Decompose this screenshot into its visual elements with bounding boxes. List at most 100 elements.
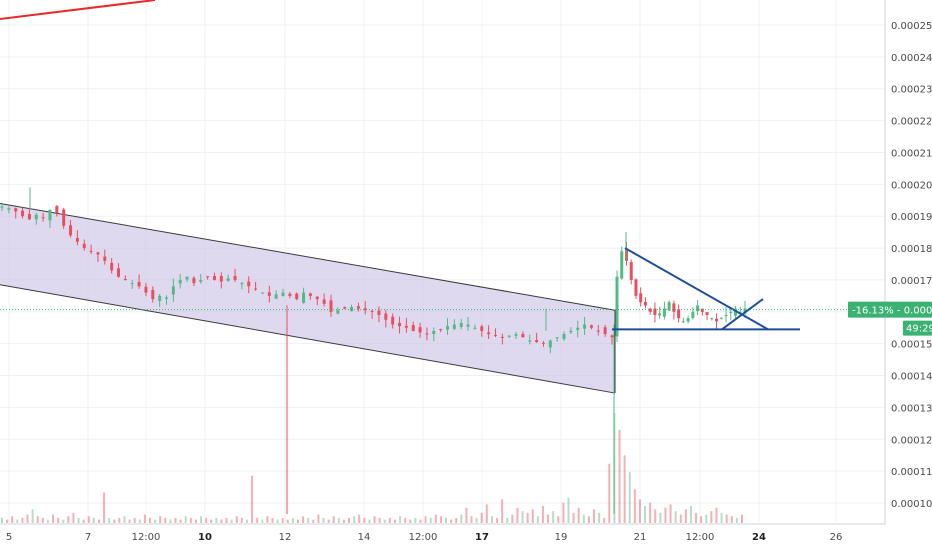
volume-bar <box>220 519 223 523</box>
time-tick-label: 12:00 <box>409 532 438 543</box>
volume-bar <box>598 512 601 523</box>
candle-body <box>48 209 52 221</box>
candle-body <box>274 294 278 299</box>
volume-bar <box>455 517 458 523</box>
candle-body <box>648 308 652 312</box>
volume-bar <box>307 517 310 523</box>
candle-body <box>55 206 59 214</box>
candle-body <box>7 208 11 210</box>
candle-body <box>596 330 600 332</box>
volume-bar <box>154 519 157 523</box>
volume-bar <box>143 514 146 523</box>
candle-body <box>583 324 587 329</box>
time-tick-label: 12:00 <box>132 532 161 543</box>
price-tick-label: 0.0001700 <box>891 276 932 287</box>
breakout-line <box>721 298 764 331</box>
candle-body <box>62 209 66 226</box>
annotations <box>0 0 885 331</box>
volume-bar <box>312 519 315 523</box>
volume-bar <box>230 519 233 523</box>
candle-body <box>391 316 395 325</box>
candle-body <box>377 310 381 315</box>
time-tick-label: 12 <box>279 532 292 543</box>
volume-bar <box>373 516 376 523</box>
candle-body <box>589 325 593 328</box>
candle-body <box>14 208 18 212</box>
volume-bar <box>526 512 529 523</box>
volume-bar <box>388 517 391 523</box>
volume-bar <box>276 519 279 523</box>
candle-body <box>672 303 676 312</box>
candle-body <box>418 327 422 333</box>
candle-body <box>281 292 285 297</box>
candle-body <box>493 334 497 336</box>
volume-bar <box>113 519 116 523</box>
volume-bar <box>256 517 259 523</box>
candle-body <box>548 340 552 348</box>
volume-bar <box>557 516 560 523</box>
volume-bar <box>123 516 126 523</box>
candle-body <box>743 308 747 314</box>
volume-bar <box>700 516 703 523</box>
volume-bar <box>383 519 386 523</box>
volume-bar <box>562 502 565 523</box>
volume-bar <box>465 507 468 523</box>
volume-bar <box>251 475 254 523</box>
candle-body <box>569 330 573 333</box>
candle-body <box>696 305 700 312</box>
price-tick-label: 0.0001400 <box>891 372 932 383</box>
volume-bar <box>552 511 555 523</box>
candle-body <box>576 327 580 330</box>
volume-bar <box>679 514 682 523</box>
volume-bar <box>327 519 330 523</box>
volume-bar <box>26 514 29 523</box>
volume-bar <box>735 517 738 523</box>
volume-bar <box>11 516 14 523</box>
volume-bar <box>485 504 488 523</box>
price-tick-label: 0.0002500 <box>891 21 932 32</box>
volume-bar <box>128 519 131 523</box>
candle-body <box>521 334 525 338</box>
volume-bar <box>72 512 75 523</box>
volume-bar <box>480 512 483 523</box>
volume-bar <box>618 429 621 523</box>
volume-bar <box>322 517 325 523</box>
candle-body <box>27 213 31 220</box>
candlesticks <box>0 187 747 514</box>
volume-bar <box>138 519 141 523</box>
candle-body <box>667 302 671 311</box>
candle-body <box>500 336 504 338</box>
candle-body <box>308 293 312 296</box>
price-tick-label: 0.0001100 <box>891 467 932 478</box>
volume-bar <box>429 517 432 523</box>
candle-body <box>171 286 175 295</box>
volume-bar <box>501 499 504 523</box>
volume-bar <box>715 507 718 523</box>
candle-body <box>487 332 491 335</box>
candle-body <box>734 308 738 316</box>
candle-body <box>41 217 45 219</box>
candle-body <box>158 295 162 301</box>
candle-body <box>295 293 299 300</box>
time-tick-label: 21 <box>634 532 647 543</box>
candle-body <box>267 292 271 296</box>
volume-bar <box>516 507 519 523</box>
candle-body <box>710 318 714 320</box>
time-axis[interactable]: 5 7 12:00 10 12 14 12:00 17 19 21 12:00 24 26 <box>6 532 843 543</box>
volume-bar <box>6 519 9 523</box>
volume-bar <box>189 517 192 523</box>
candle-body <box>82 243 86 249</box>
time-tick-label: 17 <box>475 532 489 543</box>
volume-bar <box>450 519 453 523</box>
descending-channel <box>0 202 616 394</box>
volume-bar <box>628 472 631 523</box>
candle-body <box>439 329 443 331</box>
candle-body <box>686 318 690 322</box>
candle-body <box>700 308 704 312</box>
volume-bar <box>240 517 243 523</box>
volume-bar <box>118 517 121 523</box>
candle-body <box>34 214 38 220</box>
volume-bar <box>317 514 320 523</box>
price-axis[interactable]: 0.0002500 0.0002400 0.0002300 0.0002200 0.00… <box>891 21 932 510</box>
